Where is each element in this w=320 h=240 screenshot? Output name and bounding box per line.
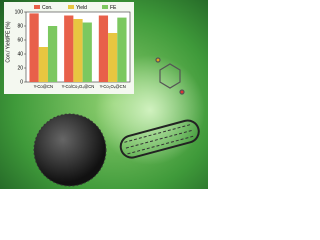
y-tick-label: 0 — [20, 79, 23, 85]
bar — [47, 26, 58, 82]
y-tick-label: 80 — [17, 23, 23, 29]
legend-swatch — [102, 5, 108, 9]
y-axis-label: Con./ Yield/FE (%) — [5, 21, 11, 62]
y-tick-label: 40 — [17, 51, 23, 57]
bar — [73, 19, 83, 82]
bar — [64, 15, 74, 82]
nanotube — [119, 119, 200, 159]
sphere — [33, 113, 107, 187]
legend-swatch — [34, 5, 40, 9]
graphic: 0 20 40 60 80 100 Y-Co@CN Y-Co/Co₃O₄@CN Y-Co₃O₄@… — [0, 0, 208, 189]
bar — [108, 33, 118, 82]
bar — [117, 17, 127, 83]
bar — [38, 47, 48, 82]
x-tick-label: Y-Co/Co₃O₄@CN — [62, 84, 95, 89]
page: {"chart_data": {"type": "bar", "y_label"… — [0, 0, 208, 189]
legend-label: Con. — [42, 5, 53, 11]
bar — [29, 13, 39, 82]
bar — [98, 15, 109, 82]
bar — [82, 22, 92, 82]
legend-label: Yield — [76, 5, 87, 11]
molecule-2 — [155, 57, 185, 95]
legend-swatch — [68, 5, 74, 9]
chart: 0 20 40 60 80 100 Y-Co@CN Y-Co/Co₃O₄@CN Y-Co₃O₄@… — [15, 5, 131, 89]
legend-label: FE — [110, 5, 117, 11]
x-tick-label: Y-Co₃O₄@CN — [100, 84, 126, 89]
x-tick-label: Y-Co@CN — [34, 84, 53, 89]
y-tick-label: 20 — [17, 65, 23, 71]
y-tick-label: 100 — [15, 9, 24, 15]
y-tick-label: 60 — [17, 37, 23, 43]
